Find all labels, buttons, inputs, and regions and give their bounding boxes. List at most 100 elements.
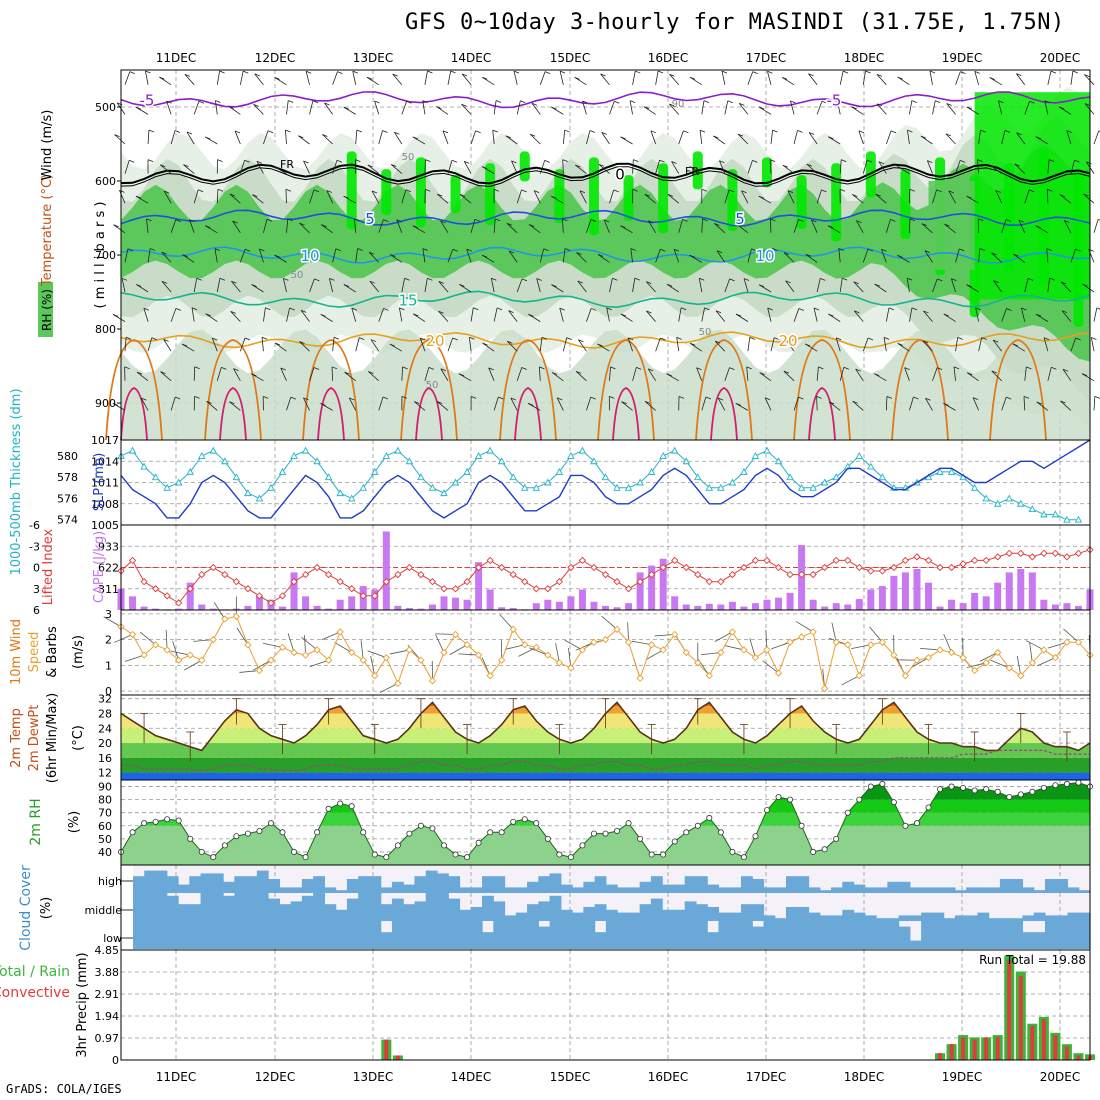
cloud-low-51 bbox=[707, 932, 720, 949]
wind-barb-flag bbox=[909, 218, 916, 222]
cloud-high-68 bbox=[898, 881, 911, 893]
surface-wind-barb-62 bbox=[831, 622, 837, 643]
wind-speed-point-16 bbox=[301, 651, 310, 659]
wind-speed-point-63 bbox=[844, 641, 852, 649]
surface-wind-barb-53 bbox=[714, 631, 733, 642]
wind-barb bbox=[378, 219, 384, 233]
wind-barb bbox=[259, 248, 264, 263]
wind-barb bbox=[909, 100, 913, 115]
cape-tick-label: 622 bbox=[98, 562, 119, 575]
wind-barb bbox=[332, 160, 338, 174]
lifted-index-point-15 bbox=[290, 578, 298, 586]
wind-barb bbox=[1043, 337, 1049, 352]
cloud-middle-63 bbox=[842, 909, 855, 921]
lifted-index-point-63 bbox=[844, 556, 852, 565]
wind-barb-flag bbox=[1050, 70, 1057, 74]
thickness-point-38 bbox=[555, 467, 564, 475]
wind-barb bbox=[1016, 132, 1026, 145]
wind-barb bbox=[655, 160, 660, 174]
wind-barb bbox=[808, 132, 818, 145]
cloud-middle-23 bbox=[391, 898, 404, 921]
wind-barb bbox=[1066, 130, 1072, 145]
wind-ylabel-2: Speed bbox=[27, 632, 42, 673]
cloud-middle-62 bbox=[831, 915, 843, 921]
wind-barb-flag bbox=[233, 368, 239, 371]
thickness-point-48 bbox=[670, 446, 679, 454]
wind-barb-flag bbox=[798, 308, 805, 311]
wind-barb bbox=[862, 249, 869, 263]
wind-barb bbox=[793, 219, 799, 233]
cloud-high-6 bbox=[200, 873, 213, 893]
wind-barb-flag bbox=[749, 336, 755, 340]
rh-point-52 bbox=[717, 829, 724, 836]
surface-wind-barb-41 bbox=[575, 641, 595, 651]
lifted-index-point-78 bbox=[1017, 549, 1025, 557]
thickness-point-57 bbox=[774, 457, 783, 465]
cape-bar-53 bbox=[728, 601, 736, 610]
wind-barb bbox=[770, 248, 773, 263]
rh-point-74 bbox=[971, 787, 978, 794]
rh-point-81 bbox=[1052, 782, 1059, 789]
wind-barb-flag bbox=[344, 371, 350, 375]
wind-barb-flag bbox=[589, 130, 596, 133]
wind-barb-flag bbox=[160, 371, 166, 375]
lifted-index-point-73 bbox=[959, 560, 967, 568]
isotherm-30-loop-6 bbox=[710, 387, 738, 441]
wind-barb-flag bbox=[263, 396, 269, 399]
wind-barb bbox=[716, 250, 726, 263]
wind-barb bbox=[286, 307, 291, 322]
wind-barb bbox=[413, 401, 426, 411]
rh-point-16 bbox=[302, 854, 309, 861]
cape-bar-76 bbox=[994, 582, 1002, 610]
wind-barb-flag bbox=[909, 188, 915, 192]
thickness-point-37 bbox=[544, 478, 552, 486]
wind-barb-flag bbox=[244, 248, 251, 252]
wind-barb-flag bbox=[620, 225, 626, 229]
surface-wind-barb-24 bbox=[379, 683, 399, 693]
wind-barb-flag bbox=[659, 159, 665, 163]
cloud-middle-71 bbox=[932, 912, 945, 921]
thickness-point-61 bbox=[820, 478, 829, 486]
wind-barb bbox=[216, 367, 222, 381]
cloud-high-81 bbox=[1044, 879, 1057, 893]
wind-barb bbox=[351, 308, 357, 322]
cloud-low-43 bbox=[617, 921, 629, 949]
wind-barb-flag bbox=[729, 367, 735, 370]
rh-point-23 bbox=[383, 854, 390, 861]
wind-barb bbox=[329, 278, 334, 293]
wind-barb-flag bbox=[112, 403, 119, 406]
wind-barb-flag bbox=[536, 278, 542, 281]
rh-band-2 bbox=[121, 145, 1090, 362]
wind-barb bbox=[781, 77, 795, 86]
wind-barb-flag bbox=[852, 400, 858, 404]
cloud-high-12 bbox=[268, 879, 280, 893]
cape-bar-18 bbox=[325, 608, 333, 610]
wind-barb bbox=[586, 396, 592, 411]
wind-barb bbox=[696, 367, 703, 381]
surface-wind-barb-55 bbox=[749, 638, 756, 658]
rh-point-78 bbox=[1017, 791, 1024, 798]
cloud-high-9 bbox=[234, 876, 247, 893]
wind-barb bbox=[782, 164, 795, 174]
wind-barb-flag bbox=[1094, 396, 1100, 399]
wind-barb bbox=[906, 278, 910, 293]
surface-wind-barb-47 bbox=[645, 649, 664, 661]
wind-barb-flag bbox=[437, 193, 443, 197]
wind-barb-flag bbox=[322, 134, 328, 137]
wind-speed-point-22 bbox=[371, 672, 379, 680]
wind-barb-flag bbox=[1016, 73, 1022, 76]
wind-barb bbox=[436, 106, 449, 115]
upper-air-ylabel-mb: ( m i l l i b a r s ) bbox=[93, 202, 108, 309]
wind-barb bbox=[324, 102, 333, 115]
wind-barb-flag bbox=[498, 396, 504, 400]
lifted-index-point-34 bbox=[509, 570, 517, 579]
cloud-high-16 bbox=[313, 876, 325, 893]
cloud-high-42 bbox=[605, 884, 618, 893]
wind-barb-flag bbox=[427, 277, 433, 281]
cloud-low-71 bbox=[932, 921, 945, 949]
wind-barb bbox=[124, 248, 129, 263]
cloud-high-65 bbox=[864, 887, 877, 893]
wind-barb-flag bbox=[1046, 248, 1052, 251]
wind-barb-flag bbox=[405, 189, 412, 193]
cloud-low-72 bbox=[943, 921, 956, 949]
